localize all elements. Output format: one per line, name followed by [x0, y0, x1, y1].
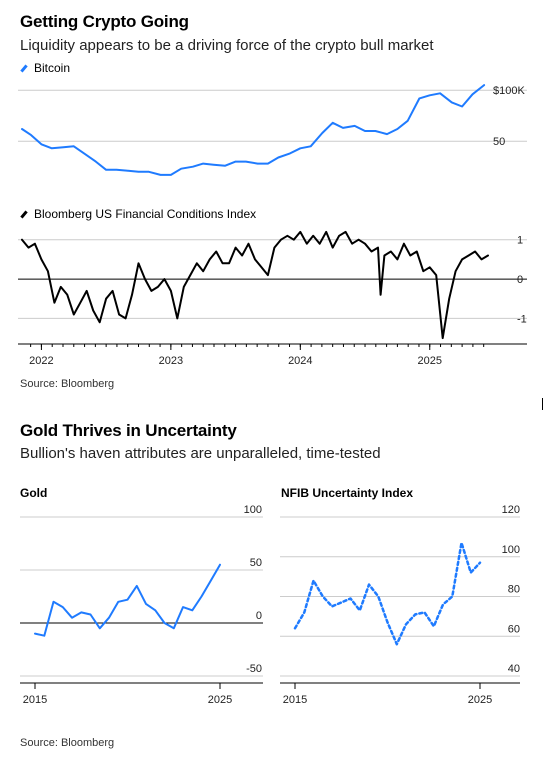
y-tick-label: $100K [493, 85, 525, 97]
y-tick-label: 50 [493, 136, 505, 148]
y-tick-label: 100 [502, 544, 520, 556]
y-tick-label: 1 [517, 235, 523, 247]
x-tick-label: 2022 [29, 355, 53, 367]
x-tick-label: 2025 [208, 694, 232, 706]
top-subtitle: Liquidity appears to be a driving force … [20, 37, 434, 54]
top-source: Source: Bloomberg [20, 378, 115, 390]
fci-legend-swatch [20, 209, 28, 219]
nfib-panel-title: NFIB Uncertainty Index [281, 486, 414, 500]
series-line [21, 84, 486, 176]
y-tick-label: 0 [256, 610, 262, 622]
y-tick-label: 100 [244, 505, 262, 516]
fci-legend: Bloomberg US Financial Conditions Index [20, 207, 256, 221]
text-cursor [542, 398, 543, 410]
bottom-subtitle: Bullion's haven attributes are unparalle… [20, 445, 381, 462]
bottom-title: Gold Thrives in Uncertainty [20, 421, 237, 440]
y-tick-label: 50 [250, 557, 262, 569]
x-tick-label: 2015 [23, 694, 47, 706]
x-tick-label: 2023 [159, 355, 183, 367]
y-tick-label: -50 [246, 663, 262, 675]
y-tick-label: 0 [517, 274, 523, 286]
nfib-chart: 120 100 80 60 40 2015 2025 [280, 505, 520, 706]
gold-panel-title: Gold [20, 486, 48, 500]
x-tick-label: 2015 [283, 694, 307, 706]
bitcoin-legend-label: Bitcoin [34, 61, 71, 75]
y-tick-label: 80 [508, 584, 520, 596]
y-tick-label: -1 [517, 313, 527, 325]
x-tick-label: 2025 [418, 355, 442, 367]
fci-chart: 1 0 -1 2022 2023 2024 2025 [18, 230, 527, 367]
bitcoin-legend: Bitcoin [20, 61, 70, 75]
gold-chart: 100 50 0 -50 2015 2025 [20, 505, 263, 706]
fci-legend-label: Bloomberg US Financial Conditions Index [34, 207, 257, 221]
series-line [293, 541, 482, 646]
y-tick-label: 60 [508, 623, 520, 635]
series-line [21, 230, 489, 340]
top-title: Getting Crypto Going [20, 12, 189, 31]
bitcoin-chart: $100K 50 [18, 84, 527, 176]
bitcoin-legend-swatch [20, 63, 28, 73]
y-tick-label: 120 [502, 505, 520, 516]
x-tick-label: 2025 [468, 694, 492, 706]
x-tick-label: 2024 [288, 355, 312, 367]
series-line [34, 563, 221, 637]
bottom-source: Source: Bloomberg [20, 737, 115, 749]
y-tick-label: 40 [508, 663, 520, 675]
